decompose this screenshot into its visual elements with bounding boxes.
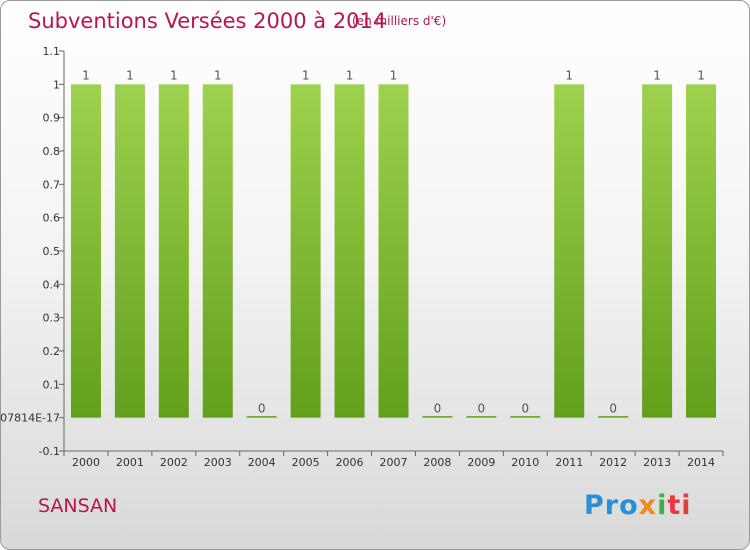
y-tick-label: 0.1: [43, 378, 61, 391]
data-label: 0: [258, 402, 266, 416]
x-tick-label: 2005: [292, 456, 320, 469]
data-label: 1: [126, 68, 134, 82]
x-tick-label: 2009: [467, 456, 495, 469]
x-tick-label: 2000: [72, 456, 100, 469]
bar: [598, 416, 629, 418]
bar: [70, 84, 101, 418]
data-label: 0: [434, 402, 442, 416]
data-label: 1: [565, 68, 573, 82]
data-label: 1: [346, 68, 354, 82]
proxiti-logo[interactable]: Proxiti: [584, 490, 692, 521]
y-tick-label: 0.7: [43, 178, 61, 191]
logo-part: ti: [667, 490, 692, 521]
x-tick-label: 2004: [248, 456, 276, 469]
bar-layer: [70, 84, 717, 418]
bar: [202, 84, 233, 418]
x-tick-label: 2013: [643, 456, 671, 469]
bar: [554, 84, 585, 418]
bar: [246, 416, 277, 418]
y-tick-label: 1: [53, 78, 60, 91]
x-tick-label: 2012: [599, 456, 627, 469]
data-label: 1: [82, 68, 90, 82]
bar: [378, 84, 409, 418]
chart-subtitle: (en milliers d'€): [352, 14, 447, 28]
y-tick-label: 0.4: [43, 278, 61, 291]
bar: [114, 84, 145, 418]
bar: [158, 84, 189, 418]
x-tick-label: 2010: [511, 456, 539, 469]
bar: [290, 84, 321, 418]
data-label: 1: [302, 68, 310, 82]
data-label: 1: [653, 68, 661, 82]
bar: [422, 416, 453, 418]
data-label: 1: [390, 68, 398, 82]
bar: [686, 84, 717, 418]
y-tick-label: 0.5: [43, 245, 61, 258]
y-tick-label: 0.9: [43, 112, 61, 125]
y-tick-label: 0.8: [43, 145, 61, 158]
x-tick-label: 2007: [380, 456, 408, 469]
y-tick-label: 0.3: [43, 312, 61, 325]
y-tick-label: 0.6: [43, 212, 61, 225]
bar: [642, 84, 673, 418]
x-tick-label: 2008: [423, 456, 451, 469]
bar: [334, 84, 365, 418]
y-tick-label: 1.1: [43, 45, 61, 58]
logo-part: i: [657, 490, 668, 521]
data-label: 1: [214, 68, 222, 82]
data-label: 1: [697, 68, 705, 82]
y-tick-label: 0.2: [43, 345, 61, 358]
logo-part: Pro: [584, 490, 639, 521]
data-label: 0: [478, 402, 486, 416]
logo-part: x: [638, 490, 658, 521]
data-label: 1: [170, 68, 178, 82]
x-tick-label: 2014: [687, 456, 715, 469]
data-label-layer: 1 1 1 1 0 1 1 1 0 0 0 1 0 1 1: [82, 68, 705, 415]
x-tick-label: 2011: [555, 456, 583, 469]
data-label: 0: [521, 402, 529, 416]
y-tick-label: 1.3877787807814E-17: [1, 412, 60, 425]
commune-name: SANSAN: [38, 495, 118, 517]
chart-title: Subventions Versées 2000 à 2014: [28, 9, 387, 33]
x-tick-label: 2001: [116, 456, 144, 469]
bar: [510, 416, 541, 418]
x-tick-label: 2006: [336, 456, 364, 469]
axis-layer: -0.1 1.3877787807814E-17 0.1 0.2 0.3 0.4 0.5 0.…: [1, 45, 724, 469]
x-tick-label: 2002: [160, 456, 188, 469]
y-tick-label: -0.1: [39, 445, 60, 458]
bar: [466, 416, 497, 418]
x-tick-label: 2003: [204, 456, 232, 469]
data-label: 0: [609, 402, 617, 416]
